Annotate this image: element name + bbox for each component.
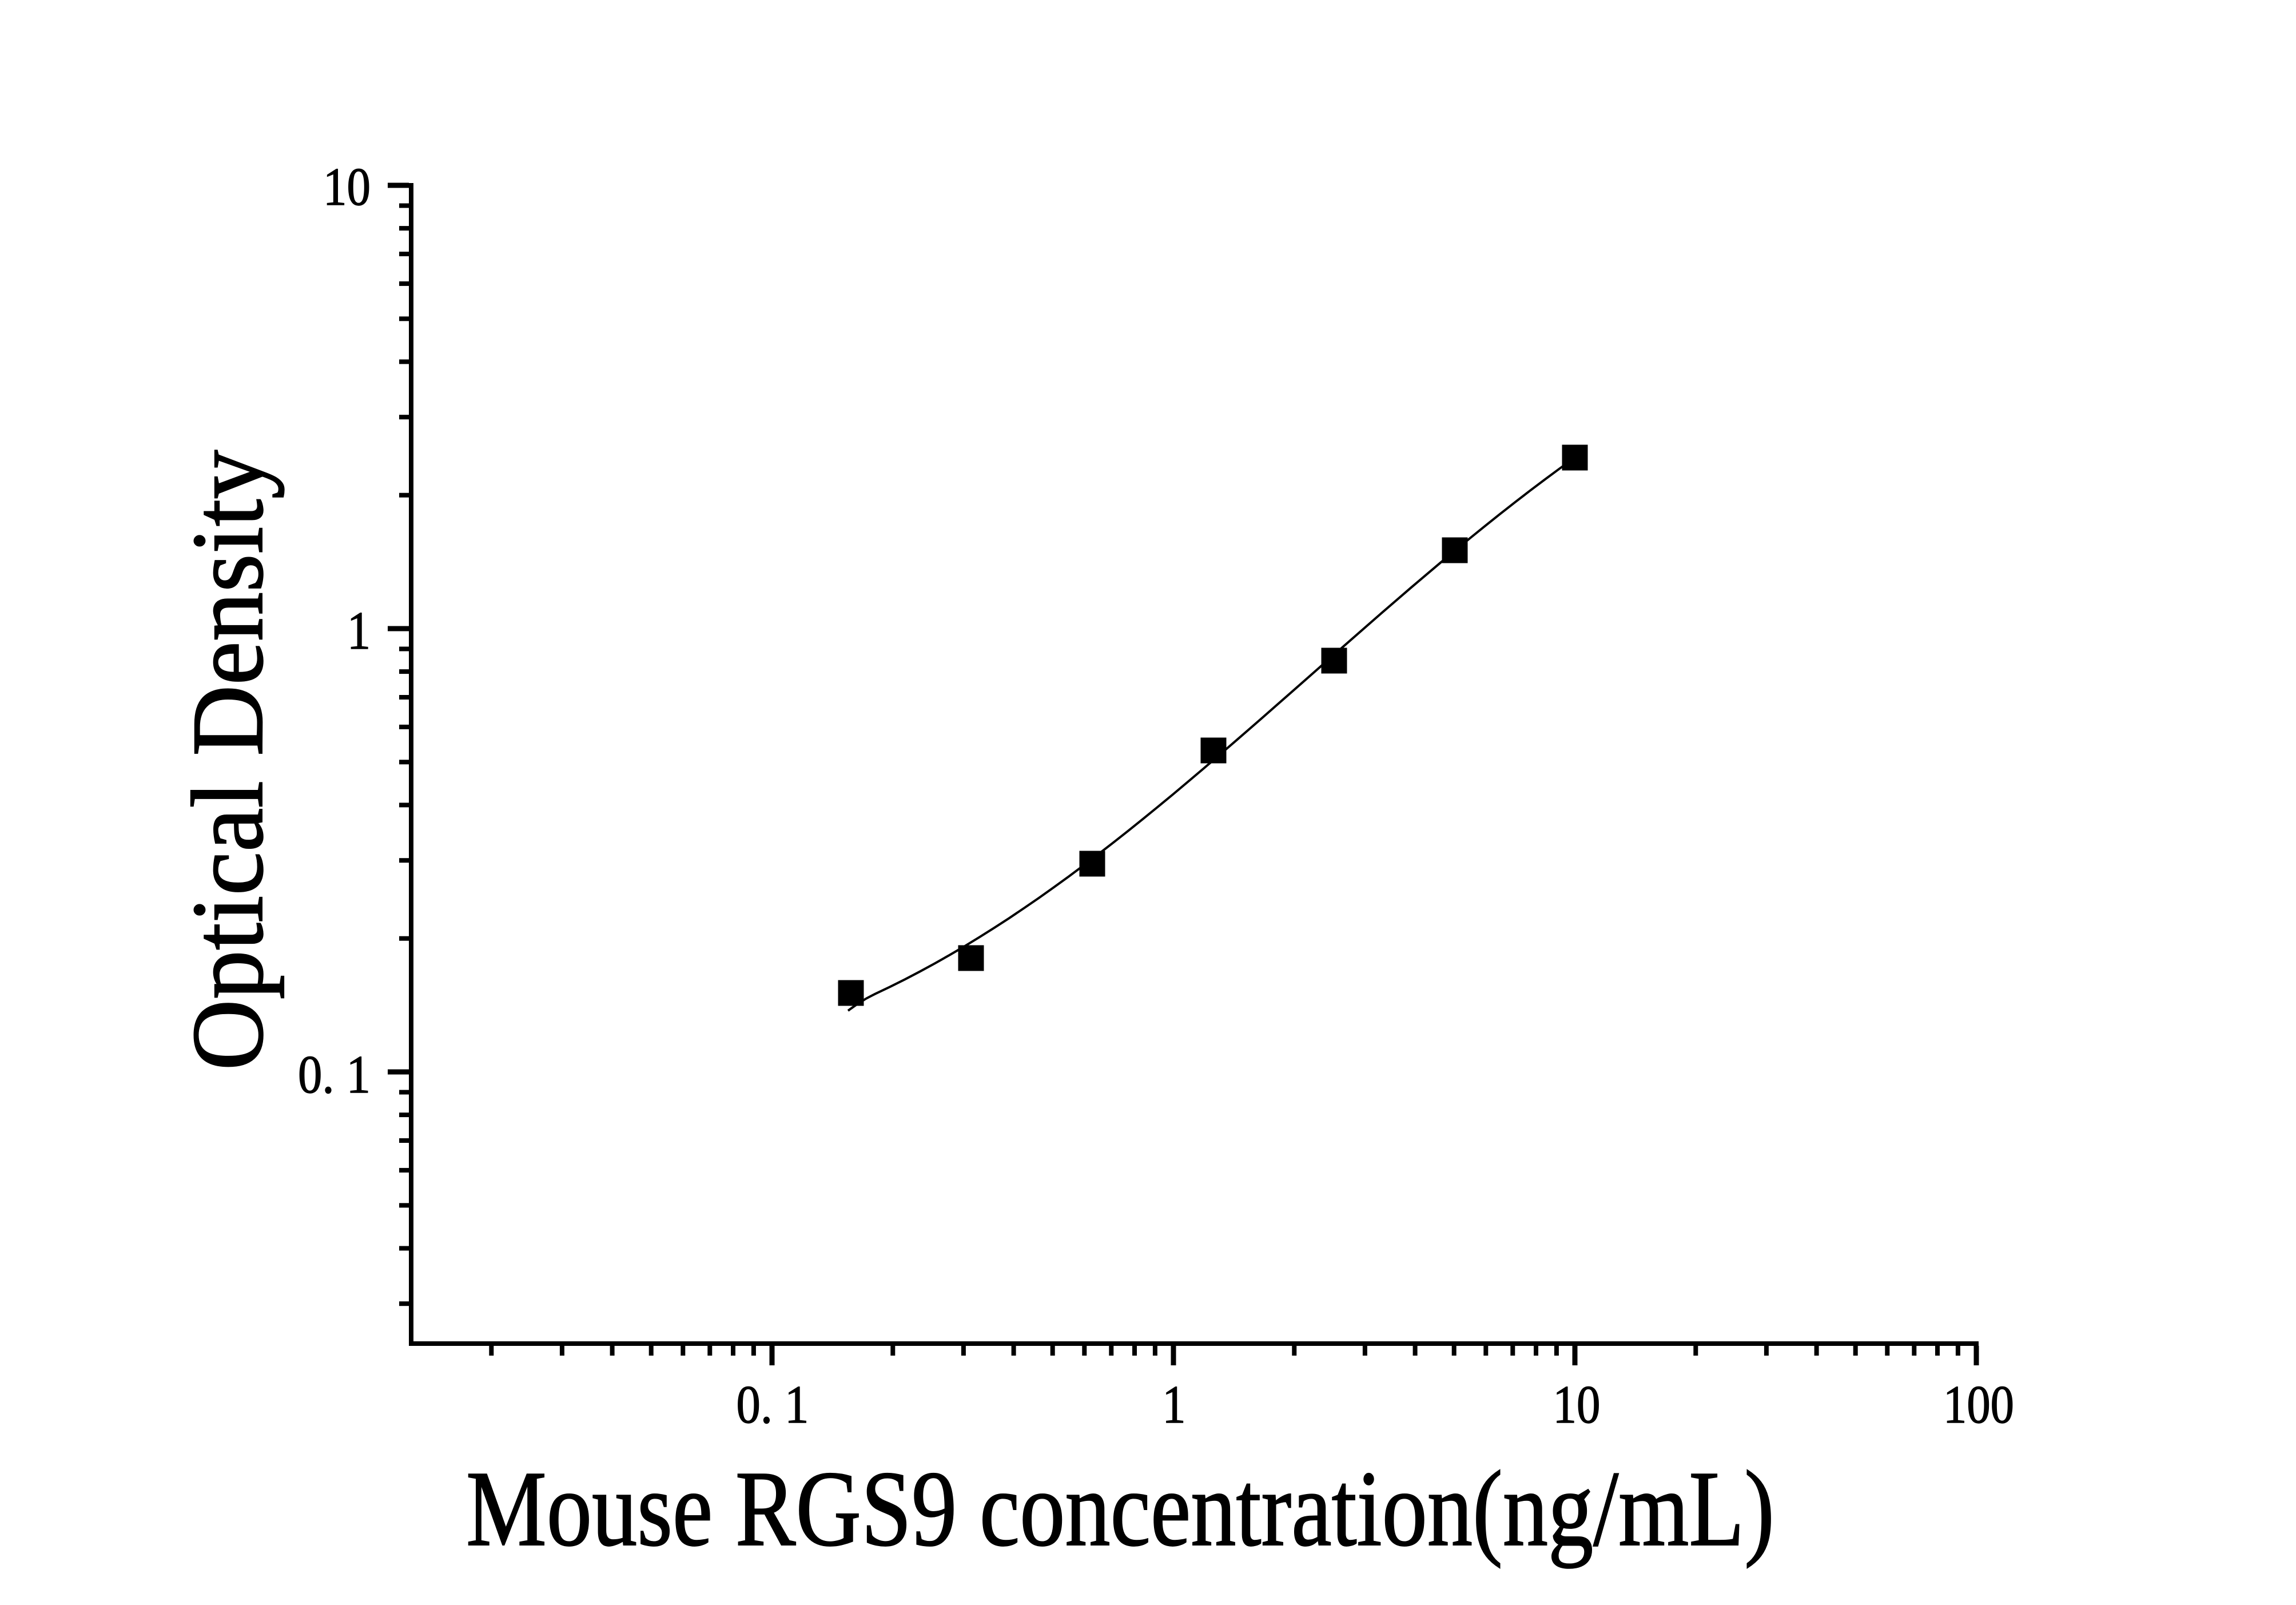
svg-text:0. 1: 0. 1: [737, 1375, 809, 1435]
svg-text:0. 1: 0. 1: [298, 1045, 371, 1105]
svg-text:Mouse RGS9 concentration(ng/mL: Mouse RGS9 concentration(ng/mL): [466, 1449, 1774, 1568]
svg-text:10: 10: [1553, 1375, 1601, 1435]
svg-text:100: 100: [1943, 1375, 2014, 1435]
svg-text:1: 1: [347, 601, 371, 661]
svg-text:Optical Density: Optical Density: [170, 450, 284, 1071]
svg-text:1: 1: [1163, 1375, 1186, 1435]
svg-text:10: 10: [323, 157, 371, 217]
